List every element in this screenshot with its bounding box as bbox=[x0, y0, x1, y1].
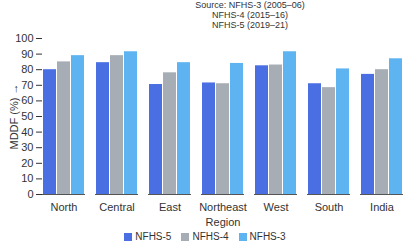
svg-text:30: 30 bbox=[21, 141, 33, 153]
svg-text:MDDF (%) →: MDDF (%) → bbox=[8, 84, 20, 150]
svg-text:80: 80 bbox=[21, 63, 33, 75]
html-text:NFHS-5 (2019–21): NFHS-5 (2019–21) bbox=[212, 20, 288, 30]
svg-text:10: 10 bbox=[21, 172, 33, 184]
html-text:NFHS-5: NFHS-5 bbox=[135, 230, 172, 242]
svg-text:India: India bbox=[370, 201, 395, 213]
svg-text:20: 20 bbox=[21, 157, 33, 169]
html-text:NFHS-4 (2015–16): NFHS-4 (2015–16) bbox=[212, 10, 288, 20]
svg-text:50: 50 bbox=[21, 110, 33, 122]
svg-text:100: 100 bbox=[15, 32, 33, 44]
html-text:NFHS-3: NFHS-3 bbox=[249, 230, 286, 242]
html-text:NFHS-4: NFHS-4 bbox=[192, 230, 229, 242]
svg-text:60: 60 bbox=[21, 94, 33, 106]
svg-text:70: 70 bbox=[21, 79, 33, 91]
svg-text:90: 90 bbox=[21, 48, 33, 60]
svg-text:South: South bbox=[315, 201, 344, 213]
svg-text:West: West bbox=[264, 201, 289, 213]
svg-text:40: 40 bbox=[21, 126, 33, 138]
svg-text:0: 0 bbox=[27, 188, 33, 200]
html-text:Source: NFHS-3 (2005–06): Source: NFHS-3 (2005–06) bbox=[195, 0, 305, 10]
svg-text:Northeast: Northeast bbox=[199, 201, 247, 213]
svg-text:Region: Region bbox=[206, 216, 241, 228]
svg-text:East: East bbox=[159, 201, 181, 213]
svg-text:North: North bbox=[51, 201, 78, 213]
svg-text:Central: Central bbox=[99, 201, 134, 213]
